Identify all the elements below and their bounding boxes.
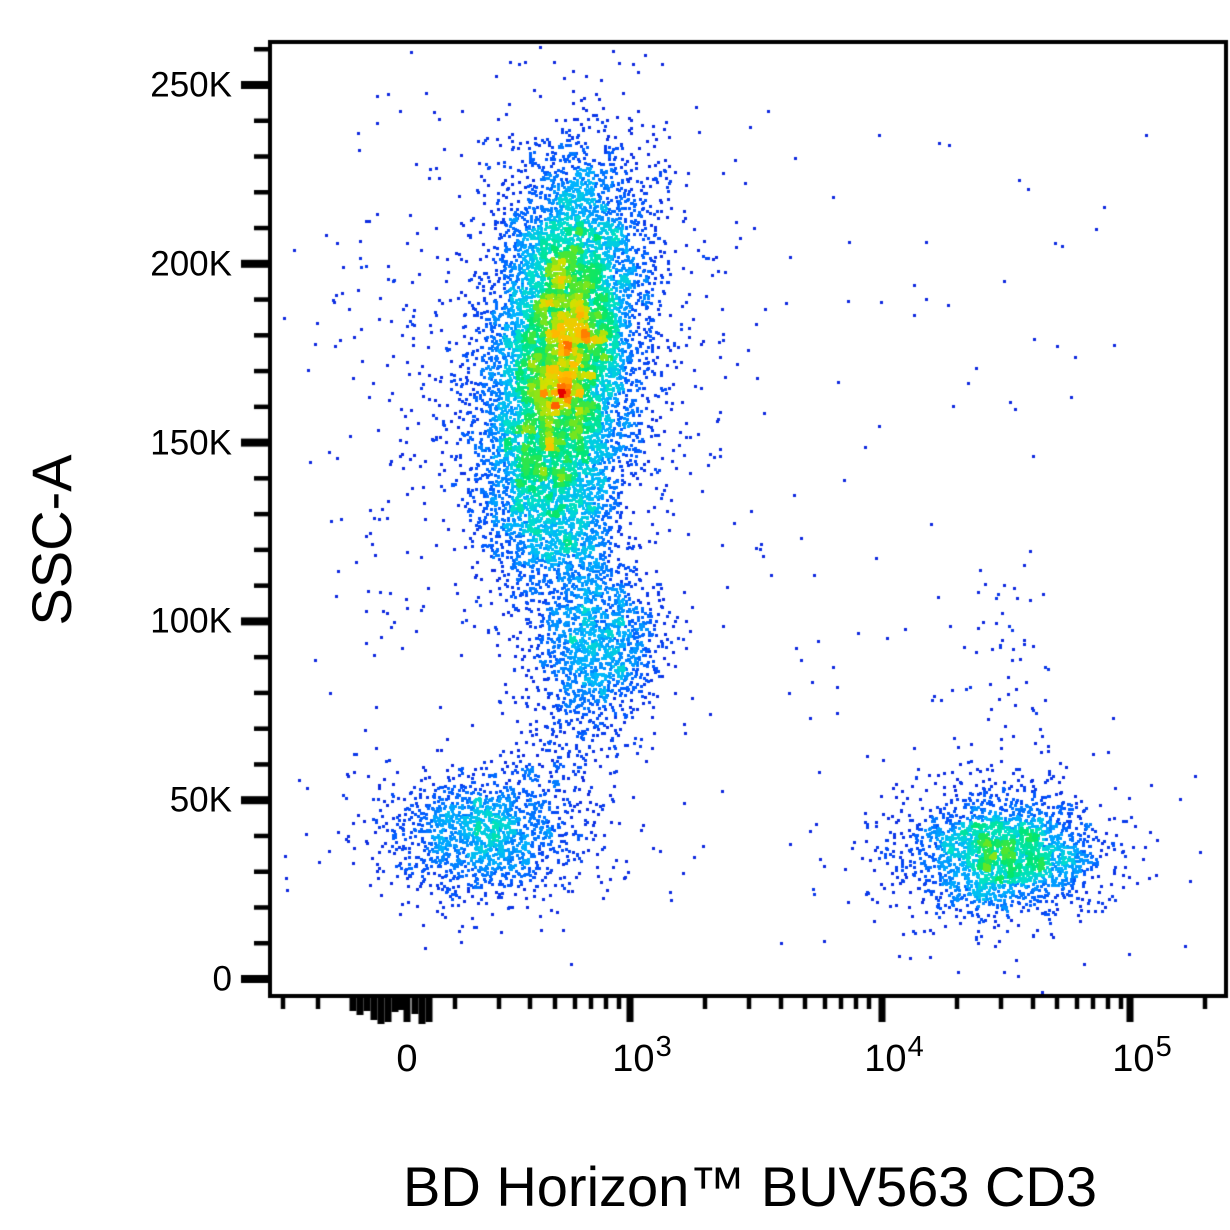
y-tick-label-50k: 50K bbox=[169, 780, 232, 820]
x-tick-label-base: 10 bbox=[1112, 1038, 1155, 1080]
x-tick-label-0: 0 bbox=[396, 1040, 417, 1078]
x-tick-label-base: 10 bbox=[864, 1038, 907, 1080]
y-tick-label-0: 0 bbox=[212, 959, 232, 999]
x-tick-label-exponent: 3 bbox=[655, 1031, 672, 1063]
x-axis-label: BD Horizon™ BUV563 CD3 bbox=[402, 1155, 1098, 1218]
y-axis-label: SSC-A bbox=[20, 454, 83, 626]
x-tick-label-exponent: 4 bbox=[907, 1031, 924, 1063]
y-tick-label-100k: 100K bbox=[150, 601, 232, 641]
x-tick-label-103: 103 bbox=[612, 1033, 671, 1080]
x-tick-label-base: 0 bbox=[396, 1038, 418, 1080]
x-tick-label-base: 10 bbox=[612, 1038, 655, 1080]
y-tick-label-150k: 150K bbox=[150, 423, 232, 463]
x-tick-label-105: 105 bbox=[1112, 1033, 1171, 1080]
x-tick-label-104: 104 bbox=[864, 1033, 923, 1080]
y-tick-label-250k: 250K bbox=[150, 65, 232, 105]
y-tick-label-200k: 200K bbox=[150, 244, 232, 284]
x-tick-label-exponent: 5 bbox=[1155, 1031, 1172, 1063]
